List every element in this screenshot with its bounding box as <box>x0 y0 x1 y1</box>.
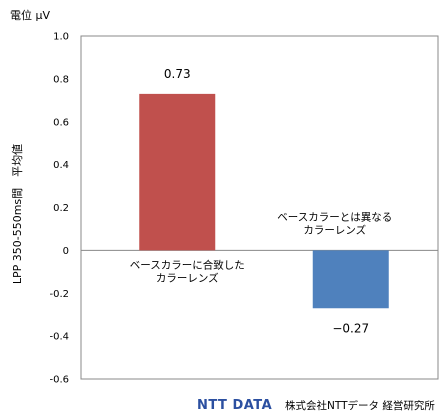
y-axis-unit-label: 電位 μV <box>10 8 50 22</box>
bar-2 <box>312 250 389 309</box>
category-label-2: ベースカラーとは異なる <box>277 211 392 223</box>
category-label-1: カラーレンズ <box>156 271 219 284</box>
ntt-data-logo: NTT DATA <box>197 398 272 413</box>
y-tick-label: -0.6 <box>49 375 69 386</box>
y-tick-label: 0 <box>63 246 69 257</box>
y-tick-label: -0.4 <box>49 332 69 343</box>
value-label-2: −0.27 <box>332 321 369 335</box>
y-tick-label: 0.6 <box>53 117 69 128</box>
footer-credit: 株式会社NTTデータ 経営研究所 <box>285 399 435 412</box>
category-label-2: カラーレンズ <box>303 223 366 236</box>
y-tick-label: 0.2 <box>53 203 69 214</box>
bar-1 <box>139 93 216 251</box>
y-tick-label: 0.8 <box>53 74 69 85</box>
value-label-1: 0.73 <box>164 67 191 81</box>
footer: NTT DATA 株式会社NTTデータ 経営研究所 <box>197 398 435 413</box>
bar-series <box>139 93 389 309</box>
y-axis-title: LPP 350-550ms間 平均値 <box>11 144 24 284</box>
y-tick-label: 0.4 <box>53 160 69 171</box>
y-tick-labels: 1.0 0.8 0.6 0.4 0.2 0 -0.2 -0.4 -0.6 <box>49 32 69 386</box>
plot-area <box>80 35 439 380</box>
category-label-1: ベースカラーに合致した <box>130 258 245 271</box>
y-tick-label: -0.2 <box>49 289 69 300</box>
value-labels: 0.73 −0.27 <box>164 67 369 335</box>
y-tick-label: 1.0 <box>53 32 69 43</box>
